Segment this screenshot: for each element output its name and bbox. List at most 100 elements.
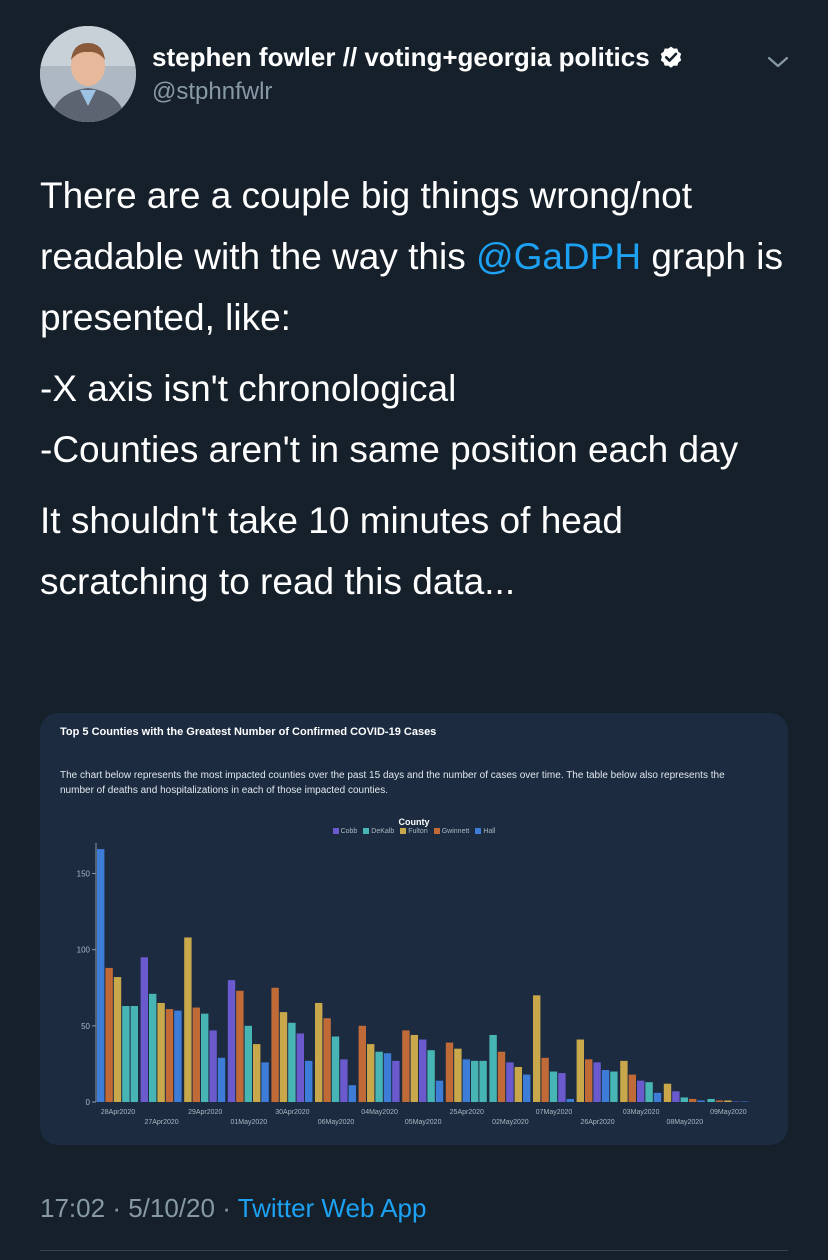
- author-row[interactable]: stephen fowler // voting+georgia politic…: [152, 42, 684, 73]
- bar-fulton: [620, 1060, 628, 1102]
- tweet-date[interactable]: 5/10/20: [128, 1193, 215, 1223]
- bar-hall: [305, 1060, 313, 1102]
- bar-gwinnett: [236, 990, 244, 1102]
- bar-hall: [653, 1092, 662, 1102]
- bar-hall: [217, 1057, 226, 1102]
- x-tick-label: 05May2020: [405, 1119, 442, 1126]
- bar-fulton: [514, 1066, 522, 1102]
- chevron-down-icon[interactable]: [764, 48, 792, 76]
- legend-label: Gwinnett: [441, 828, 470, 835]
- bar-dekalb: [149, 993, 157, 1102]
- x-tick-label: 08May2020: [667, 1119, 704, 1126]
- bar-gwinnett: [541, 1057, 549, 1102]
- bar-fulton: [157, 1002, 165, 1102]
- bar-dekalb: [375, 1051, 383, 1102]
- x-tick-label: 04May2020: [361, 1109, 398, 1116]
- bar-fulton: [253, 1044, 261, 1102]
- legend-item: Hall: [475, 828, 495, 835]
- bar-cobb: [227, 980, 236, 1102]
- tweet-source-link[interactable]: Twitter Web App: [237, 1193, 427, 1223]
- separator: ·: [222, 1193, 231, 1223]
- avatar[interactable]: [40, 26, 136, 122]
- legend-swatch: [400, 828, 407, 835]
- bar-dekalb: [680, 1097, 688, 1102]
- bar-gwinnett: [445, 1042, 454, 1102]
- x-tick-label: 03May2020: [623, 1109, 660, 1116]
- bar-fulton: [724, 1100, 732, 1102]
- bar-gwinnett: [323, 1018, 331, 1102]
- legend-swatch: [475, 828, 482, 835]
- bar-hall: [348, 1085, 356, 1102]
- bar-hall: [523, 1074, 531, 1102]
- bar-dekalb: [122, 1006, 130, 1102]
- bar-dekalb: [707, 1098, 715, 1102]
- bar-dekalb: [489, 1034, 497, 1102]
- bar-hall: [601, 1070, 610, 1102]
- bar-chart: 0 50 100 150 28Apr2020 27Apr2020 29Apr2020 01Ma…: [77, 843, 749, 1126]
- bar-dekalb: [244, 1025, 252, 1102]
- bar-gwinnett: [192, 1007, 200, 1102]
- separator: ·: [112, 1193, 121, 1223]
- mention-link[interactable]: @GaDPH: [476, 236, 642, 277]
- tweet-media-image[interactable]: Top 5 Counties with the Greatest Number …: [40, 713, 788, 1145]
- bar-dekalb: [130, 1006, 138, 1102]
- author-handle[interactable]: @stphnfwlr: [152, 78, 273, 105]
- tweet-text-segment: There are a couple big things wrong/not …: [40, 175, 693, 277]
- bar-hall: [435, 1080, 444, 1102]
- x-tick-label: 29Apr2020: [188, 1109, 222, 1116]
- y-tick-label: 150: [77, 869, 91, 878]
- bar-dekalb: [331, 1036, 340, 1102]
- bar-hall: [566, 1098, 574, 1102]
- tweet-paragraph-2: -X axis isn't chronological -Counties are…: [40, 358, 800, 480]
- legend-item: DeKalb: [363, 828, 394, 835]
- legend-item: Fulton: [400, 828, 428, 835]
- tweet-footer: 17:02 · 5/10/20 · Twitter Web App: [40, 1193, 426, 1224]
- bar-dekalb: [610, 1071, 618, 1102]
- bar-gwinnett: [271, 987, 279, 1102]
- bar-fulton: [663, 1083, 672, 1102]
- bar-dekalb: [427, 1050, 435, 1102]
- x-tick-label: 27Apr2020: [144, 1119, 178, 1126]
- media-title: Top 5 Counties with the Greatest Number …: [60, 726, 437, 738]
- bar-hall: [741, 1101, 749, 1102]
- bar-cobb: [637, 1080, 645, 1102]
- bar-gwinnett: [402, 1030, 410, 1102]
- x-tick-label: 26Apr2020: [580, 1119, 614, 1126]
- tweet-text: There are a couple big things wrong/not …: [40, 165, 800, 622]
- bar-cobb: [140, 957, 148, 1102]
- bar-hall: [174, 1010, 182, 1102]
- x-tick-label: 06May2020: [318, 1119, 355, 1126]
- tweet-text-line: -Counties aren't in same position each d…: [40, 429, 739, 470]
- bar-fulton: [576, 1039, 584, 1102]
- bar-gwinnett: [628, 1074, 636, 1102]
- bar-cobb: [296, 1033, 304, 1102]
- tweet-text-segment: graph is presented, like:: [40, 236, 783, 338]
- bar-dekalb: [645, 1082, 653, 1102]
- bar-cobb: [340, 1059, 348, 1102]
- tweet-time[interactable]: 17:02: [40, 1193, 106, 1223]
- x-tick-label: 09May2020: [710, 1109, 747, 1116]
- x-tick-label: 02May2020: [492, 1119, 529, 1126]
- author-name[interactable]: stephen fowler // voting+georgia politic…: [152, 42, 650, 72]
- divider: [40, 1250, 788, 1251]
- bar-gwinnett: [585, 1059, 593, 1102]
- bar-fulton: [279, 1012, 288, 1102]
- tweet-paragraph-1: There are a couple big things wrong/not …: [40, 165, 800, 348]
- bar-cobb: [558, 1073, 566, 1102]
- legend-swatch: [433, 828, 440, 835]
- bar-hall: [97, 849, 105, 1102]
- legend-label: Fulton: [408, 828, 428, 835]
- x-tick-label: 07May2020: [536, 1109, 573, 1116]
- bar-cobb: [506, 1062, 514, 1102]
- y-tick-label: 100: [77, 946, 91, 955]
- bar-fulton: [315, 1002, 323, 1102]
- legend-label: DeKalb: [371, 828, 395, 835]
- avatar-photo: [40, 26, 136, 122]
- bar-gwinnett: [358, 1025, 366, 1102]
- bar-cobb: [392, 1060, 400, 1102]
- bar-gwinnett: [105, 967, 113, 1102]
- bar-dekalb: [288, 1022, 296, 1102]
- bar-cobb: [593, 1062, 601, 1102]
- legend-swatch: [363, 828, 370, 835]
- legend-item: Gwinnett: [433, 828, 470, 835]
